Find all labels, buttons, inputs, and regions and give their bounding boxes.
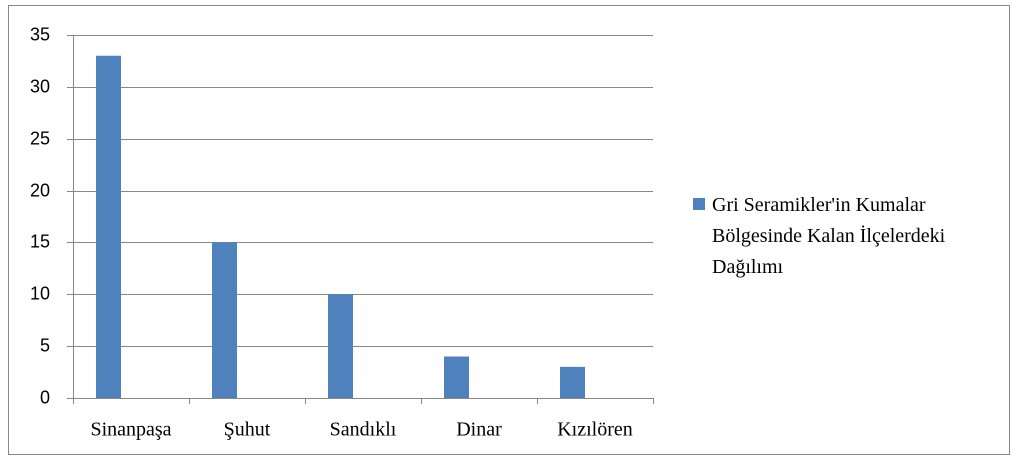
bar bbox=[96, 55, 121, 398]
x-tick-label: Şuhut bbox=[224, 419, 271, 441]
bar bbox=[560, 366, 585, 398]
y-tick-label: 20 bbox=[30, 180, 50, 200]
x-tick-label: Sinanpaşa bbox=[90, 419, 171, 441]
legend-swatch bbox=[693, 198, 705, 210]
y-tick-label: 25 bbox=[30, 128, 50, 148]
legend-label: Gri Seramikler'in Kumalar Bölgesinde Kal… bbox=[712, 194, 946, 278]
y-tick-label: 10 bbox=[30, 283, 50, 303]
x-tick-label: Dinar bbox=[456, 419, 502, 441]
legend: Gri Seramikler'in Kumalar Bölgesinde Kal… bbox=[690, 190, 1000, 283]
y-tick-label: 35 bbox=[30, 24, 50, 44]
bar bbox=[444, 356, 469, 398]
chart-border bbox=[8, 5, 1010, 455]
y-tick-label: 15 bbox=[30, 231, 50, 251]
bar bbox=[212, 242, 237, 398]
y-tick-label: 5 bbox=[40, 335, 50, 355]
bar bbox=[328, 294, 353, 398]
x-tick-label: Sandıklı bbox=[330, 419, 397, 441]
y-tick-label: 0 bbox=[40, 387, 50, 407]
x-tick-label: Kızılören bbox=[557, 419, 633, 441]
y-tick-label: 30 bbox=[30, 76, 50, 96]
